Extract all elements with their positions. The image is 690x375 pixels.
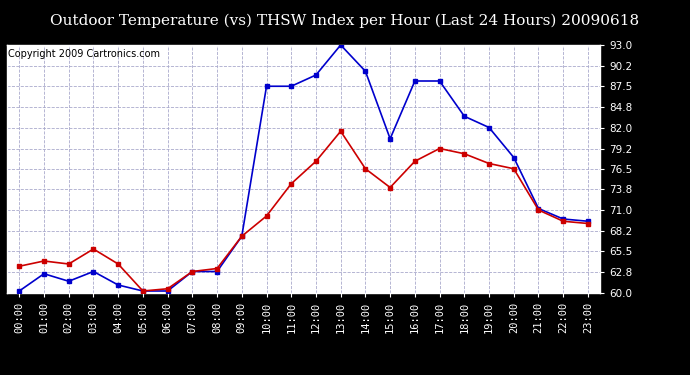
Text: Copyright 2009 Cartronics.com: Copyright 2009 Cartronics.com (8, 49, 160, 59)
Text: Outdoor Temperature (vs) THSW Index per Hour (Last 24 Hours) 20090618: Outdoor Temperature (vs) THSW Index per … (50, 13, 640, 27)
